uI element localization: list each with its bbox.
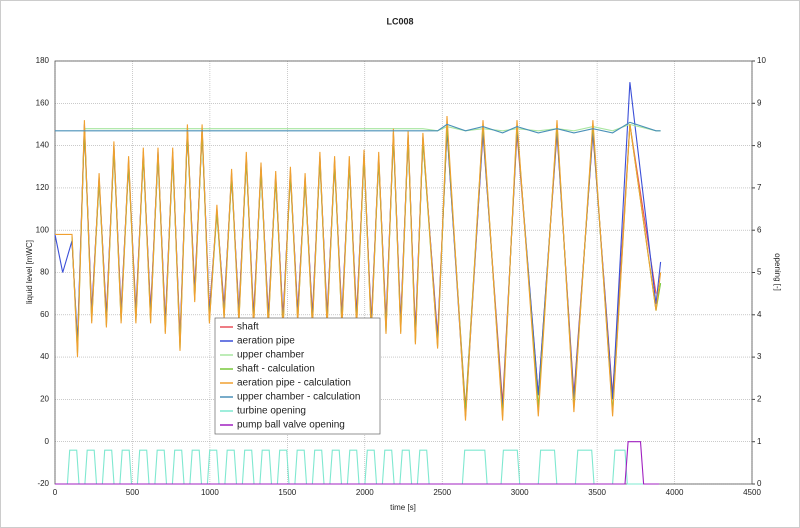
- y-tick-label: 180: [36, 56, 50, 65]
- x-tick-label: 4000: [666, 488, 684, 497]
- y-tick-label: 60: [40, 310, 49, 319]
- x-tick-label: 0: [53, 488, 58, 497]
- y-tick-label: -20: [37, 479, 49, 488]
- y2-tick-label: 7: [757, 183, 762, 192]
- y-tick-label: 80: [40, 268, 49, 277]
- legend-label: aeration pipe - calculation: [237, 378, 351, 389]
- legend-label: turbine opening: [237, 406, 306, 417]
- y2-tick-label: 3: [757, 352, 762, 361]
- y2-tick-label: 0: [757, 479, 762, 488]
- x-tick-label: 2500: [433, 488, 451, 497]
- legend-label: upper chamber: [237, 350, 305, 361]
- y-tick-label: 120: [36, 183, 50, 192]
- y2-tick-label: 4: [757, 310, 762, 319]
- x-tick-label: 3000: [511, 488, 529, 497]
- legend-box: [214, 317, 381, 435]
- y2-tick-label: 8: [757, 141, 762, 150]
- legend-label: upper chamber - calculation: [237, 392, 360, 403]
- y-tick-label: 100: [36, 225, 50, 234]
- x-axis-label: time [s]: [390, 503, 416, 512]
- y2-axis-label: opening [-]: [773, 253, 782, 291]
- y2-tick-label: 2: [757, 395, 762, 404]
- series-line: [55, 121, 661, 134]
- y-tick-label: 0: [45, 437, 50, 446]
- y2-tick-label: 6: [757, 225, 762, 234]
- y2-tick-label: 5: [757, 268, 762, 277]
- x-tick-label: 1500: [278, 488, 296, 497]
- y-tick-label: 40: [40, 352, 49, 361]
- x-tick-label: 4500: [743, 488, 761, 497]
- x-tick-label: 2000: [356, 488, 374, 497]
- y-axis-label: liquid level [mWC]: [25, 240, 34, 304]
- legend-label: aeration pipe: [237, 336, 295, 347]
- x-tick-label: 1000: [201, 488, 219, 497]
- chart-title: LC008: [386, 16, 413, 26]
- y-tick-label: 160: [36, 98, 50, 107]
- x-tick-label: 3500: [588, 488, 606, 497]
- y-tick-label: 140: [36, 141, 50, 150]
- legend-label: pump ball valve opening: [237, 420, 345, 431]
- legend-label: shaft - calculation: [237, 364, 315, 375]
- y-tick-label: 20: [40, 395, 49, 404]
- series-line: [55, 115, 662, 421]
- y2-tick-label: 10: [757, 56, 766, 65]
- x-tick-label: 500: [126, 488, 140, 497]
- series-line: [55, 441, 660, 485]
- y2-tick-label: 1: [757, 437, 762, 446]
- y2-tick-label: 9: [757, 98, 762, 107]
- legend-label: shaft: [237, 322, 259, 333]
